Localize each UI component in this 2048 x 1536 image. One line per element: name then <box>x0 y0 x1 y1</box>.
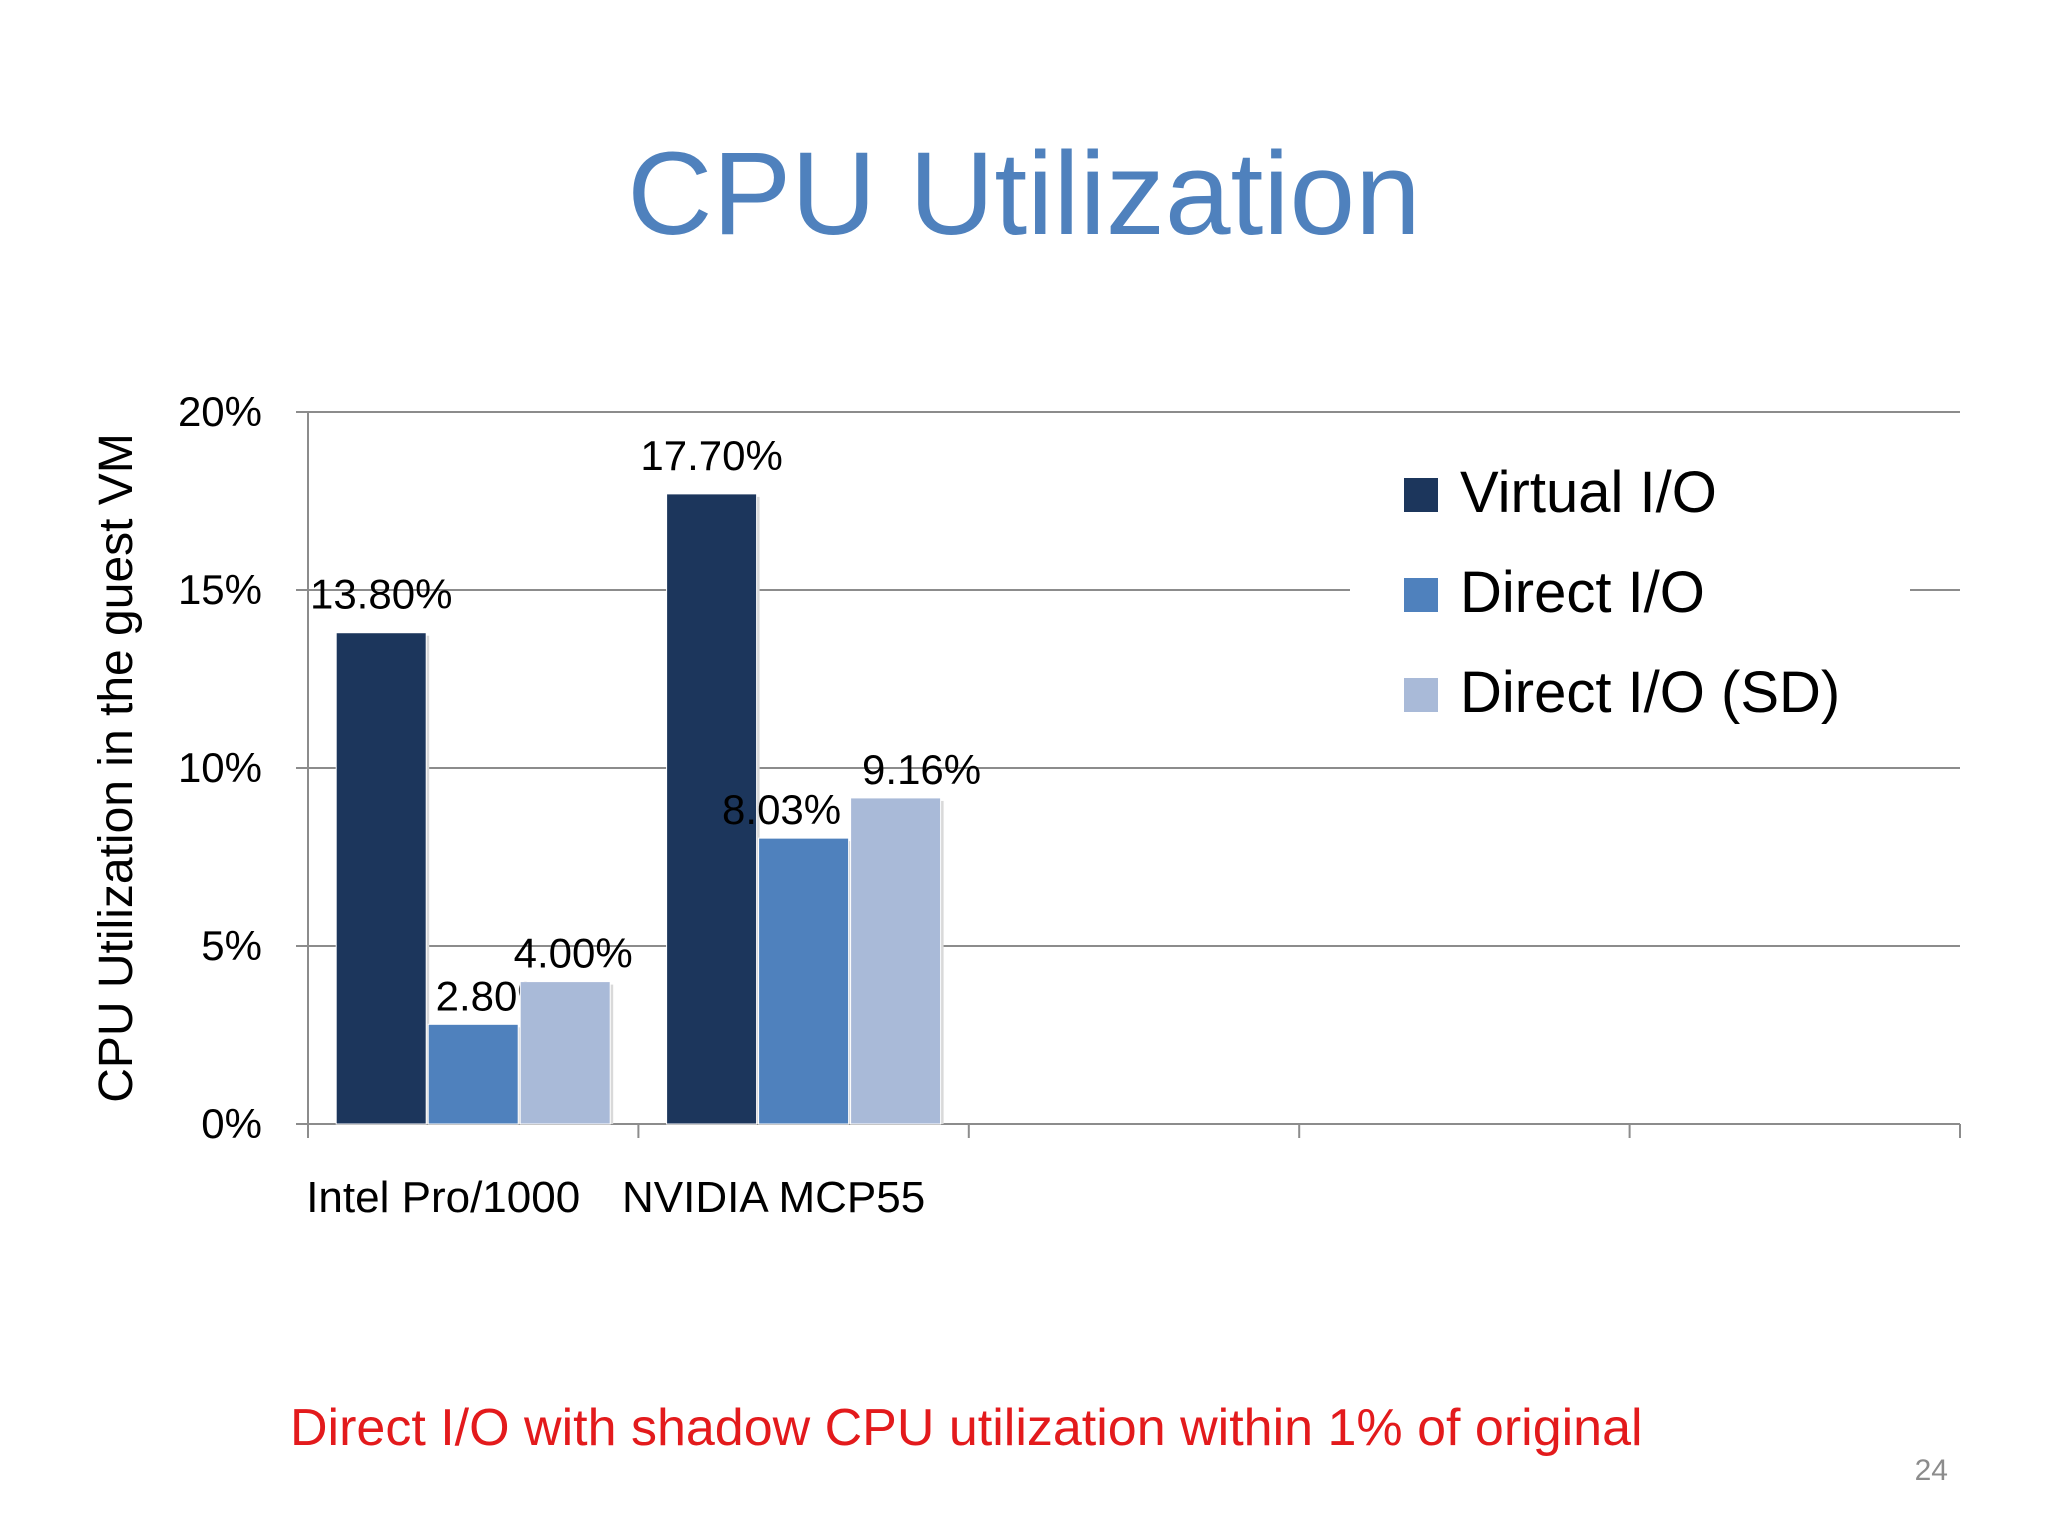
legend-label: Direct I/O (SD) <box>1460 660 1840 725</box>
legend-label: Direct I/O <box>1460 560 1705 625</box>
legend-swatch <box>1404 478 1438 512</box>
bar <box>519 981 611 1125</box>
legend-swatch <box>1404 578 1438 612</box>
bar <box>850 797 942 1125</box>
bar <box>758 837 850 1125</box>
data-label: 13.80% <box>310 571 452 618</box>
bar <box>666 493 758 1125</box>
data-label: 4.00% <box>514 930 633 977</box>
slide-number: 24 <box>1914 1454 1948 1487</box>
slide-title: CPU Utilization <box>627 128 1421 260</box>
legend-label: Virtual I/O <box>1460 460 1717 525</box>
data-label: 17.70% <box>640 432 782 479</box>
data-label: 8.03% <box>722 786 841 833</box>
y-tick-label: 0% <box>201 1100 262 1147</box>
legend-background <box>1350 440 1910 740</box>
y-tick-label: 20% <box>178 388 262 435</box>
footer-note: Direct I/O with shadow CPU utilization w… <box>290 1399 1643 1457</box>
bar <box>427 1023 519 1125</box>
x-category-label: Intel Pro/1000 <box>306 1173 580 1222</box>
x-category-label: NVIDIA MCP55 <box>622 1173 925 1222</box>
y-axis-title: CPU Utilization in the guest VM <box>90 433 143 1103</box>
legend-swatch <box>1404 678 1438 712</box>
y-tick-label: 5% <box>201 922 262 969</box>
y-tick-label: 15% <box>178 566 262 613</box>
data-label: 9.16% <box>862 746 981 793</box>
bar <box>335 632 427 1125</box>
y-tick-label: 10% <box>178 744 262 791</box>
